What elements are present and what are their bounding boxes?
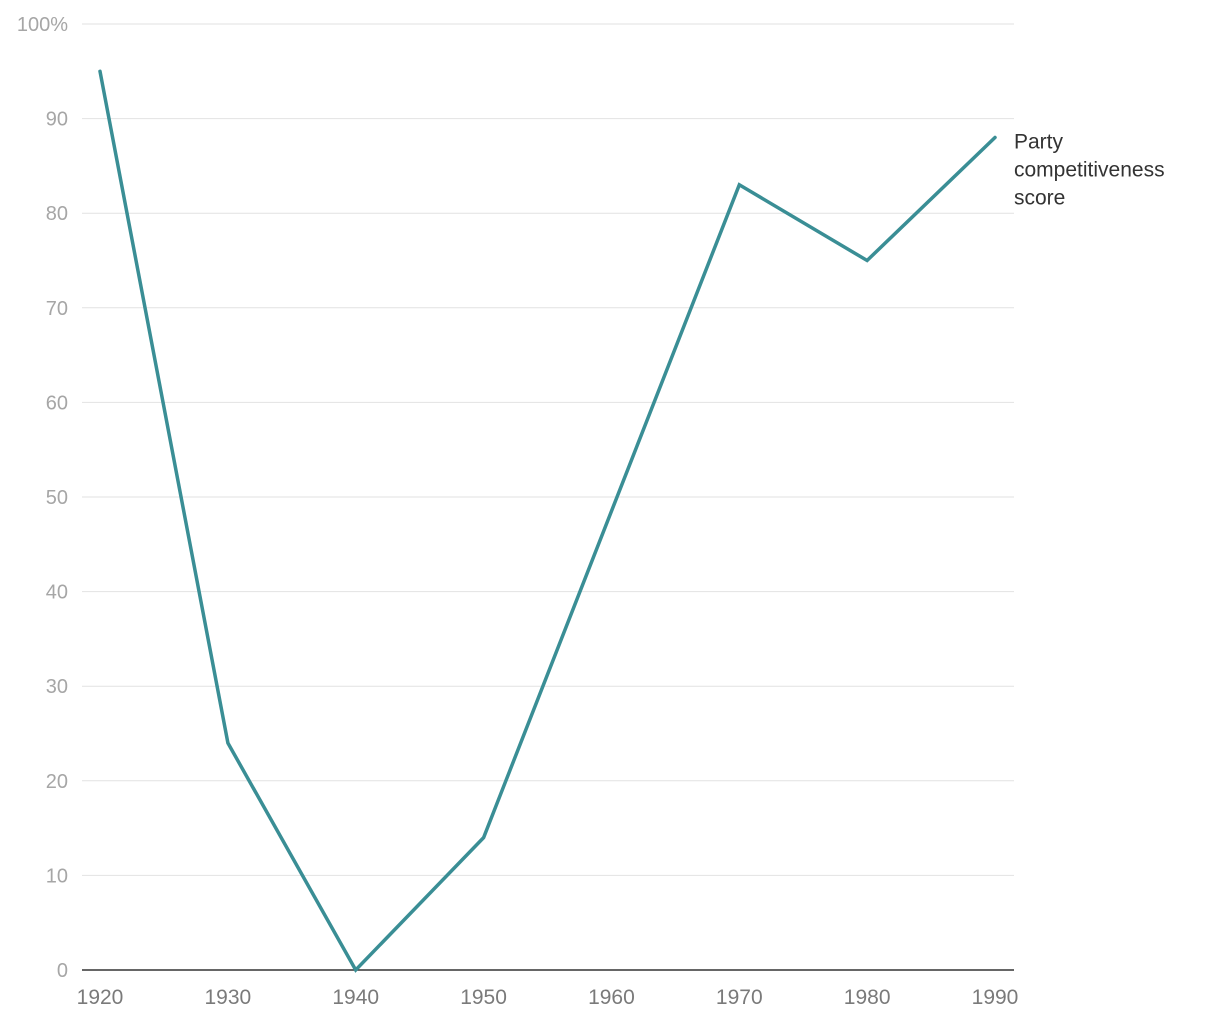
- series-label: Party competitiveness score: [1014, 131, 1165, 210]
- y-tick-label: 90: [46, 109, 68, 131]
- y-tick-label: 10: [46, 865, 68, 887]
- x-tick-label: 1940: [332, 986, 379, 1009]
- y-tick-label: 20: [46, 771, 68, 793]
- x-tick-label: 1990: [972, 986, 1019, 1009]
- x-tick-label: 1980: [844, 986, 891, 1009]
- x-tick-label: 1920: [77, 986, 124, 1009]
- series-label-line: competitiveness: [1014, 159, 1165, 182]
- y-tick-label: 0: [57, 960, 68, 982]
- series-layer: [98, 69, 997, 973]
- x-axis: 1920 1930 1940 1950 1960 1970 1980 1990: [77, 969, 1019, 1009]
- x-tick-label: 1970: [716, 986, 763, 1009]
- y-tick-label: 80: [46, 203, 68, 225]
- x-tick-label: 1930: [204, 986, 251, 1009]
- series-line: [98, 69, 997, 973]
- y-tick-label: 60: [46, 392, 68, 414]
- y-tick-label: 50: [46, 487, 68, 509]
- y-axis: 0 10 20 30 40 50 60 70 80 90 100%: [17, 14, 68, 982]
- y-tick-label: 70: [46, 298, 68, 320]
- gridlines: [82, 23, 1014, 876]
- y-tick-label: 100%: [17, 14, 68, 36]
- series-label-line: score: [1014, 187, 1065, 210]
- y-tick-label: 40: [46, 582, 68, 604]
- x-tick-label: 1950: [460, 986, 507, 1009]
- x-tick-label: 1960: [588, 986, 635, 1009]
- series-label-line: Party: [1014, 131, 1064, 154]
- series-labels: Party competitiveness score: [1014, 131, 1165, 210]
- y-tick-label: 30: [46, 676, 68, 698]
